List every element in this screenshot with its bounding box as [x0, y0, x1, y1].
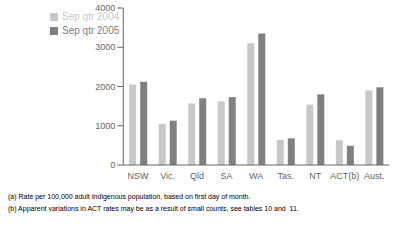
- svg-text:NSW: NSW: [128, 171, 150, 181]
- svg-text:3000: 3000: [95, 42, 115, 52]
- html-text:(a) Rate per 100,000 adult Ind: (a) Rate per 100,000 adult Indigenous po…: [8, 193, 251, 200]
- svg-text:0: 0: [110, 160, 115, 170]
- svg-text:Aust.: Aust.: [364, 171, 385, 181]
- svg-text:4000: 4000: [95, 3, 115, 13]
- html-text:Sep qtr 2005: Sep qtr 2005: [62, 25, 120, 36]
- html-text:Sep qtr 2004: Sep qtr 2004: [62, 11, 120, 22]
- svg-text:ACT(b): ACT(b): [330, 171, 359, 181]
- svg-text:Vic.: Vic.: [160, 171, 175, 181]
- svg-text:Qld: Qld: [190, 171, 204, 181]
- svg-text:SA: SA: [221, 171, 233, 181]
- svg-text:Tas.: Tas.: [277, 171, 294, 181]
- svg-text:WA: WA: [249, 171, 263, 181]
- svg-text:NT: NT: [309, 171, 321, 181]
- svg-text:2000: 2000: [95, 82, 115, 92]
- html-text:(b) Apparent variations in ACT: (b) Apparent variations in ACT rates may…: [8, 205, 299, 212]
- svg-text:1000: 1000: [95, 121, 115, 131]
